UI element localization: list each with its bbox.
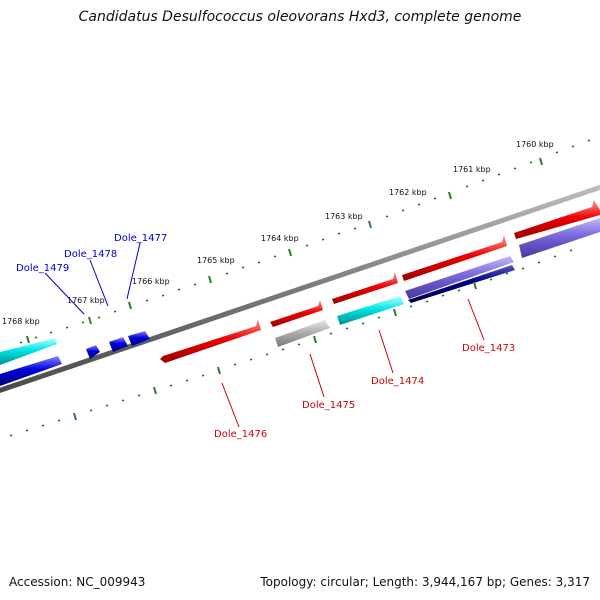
outer-tick-track [19, 139, 591, 344]
scale-label-1764: 1764 kbp [261, 234, 299, 243]
gene-label-dole-1478: Dole_1478 [64, 249, 117, 260]
cds-dole-1474-up[interactable] [332, 272, 398, 304]
red-callouts [221, 298, 485, 428]
gene-label-dole-1473: Dole_1473 [462, 343, 515, 354]
cds-dole-1479[interactable] [86, 345, 100, 359]
forward-strand-features [160, 200, 600, 363]
scale-label-1763: 1763 kbp [325, 212, 363, 221]
outer-major-ticks [26, 157, 543, 344]
inner-major-ticks [73, 281, 477, 421]
inner-tick-track [9, 249, 573, 437]
scale-label-1762: 1762 kbp [389, 188, 427, 197]
cds-dole-1475[interactable] [270, 300, 323, 327]
scale-label-1761: 1761 kbp [453, 165, 491, 174]
genome-backbone [0, 184, 600, 393]
gene-label-dole-1477: Dole_1477 [114, 233, 167, 244]
cds-navy[interactable] [408, 265, 515, 303]
cds-dole-1475-gray[interactable] [275, 320, 330, 347]
reverse-strand-features [0, 218, 600, 386]
cds-dole-1476[interactable] [160, 319, 261, 363]
scale-label-1767: 1767 kbp [67, 296, 105, 305]
cds-lavender-2[interactable] [519, 218, 600, 258]
gene-label-dole-1476: Dole_1476 [214, 429, 267, 440]
scale-label-1760: 1760 kbp [516, 140, 554, 149]
gene-label-dole-1474: Dole_1474 [371, 376, 424, 387]
cds-blue-left[interactable] [0, 356, 62, 386]
cds-dole-1472[interactable] [514, 200, 600, 239]
cds-dole-1477[interactable] [128, 331, 150, 346]
map-title: Candidatus Desulfococcus oleovorans Hxd3… [78, 9, 522, 25]
cds-lavender-1[interactable] [405, 256, 514, 299]
cds-dole-1478[interactable] [109, 337, 128, 352]
cds-cyan-left[interactable] [0, 338, 57, 365]
gene-label-dole-1475: Dole_1475 [302, 400, 355, 411]
blue-callouts [44, 242, 141, 315]
cds-dole-1474[interactable] [337, 296, 404, 325]
scale-label-1766: 1766 kbp [132, 277, 170, 286]
topology-label: Topology: circular; Length: 3,944,167 bp… [260, 575, 590, 589]
scale-label-1768: 1768 kbp [2, 317, 40, 326]
cds-dole-1473[interactable] [402, 235, 507, 281]
gene-label-dole-1479: Dole_1479 [16, 263, 69, 274]
accession-label: Accession: NC_009943 [9, 575, 146, 589]
scale-label-1765: 1765 kbp [197, 256, 235, 265]
